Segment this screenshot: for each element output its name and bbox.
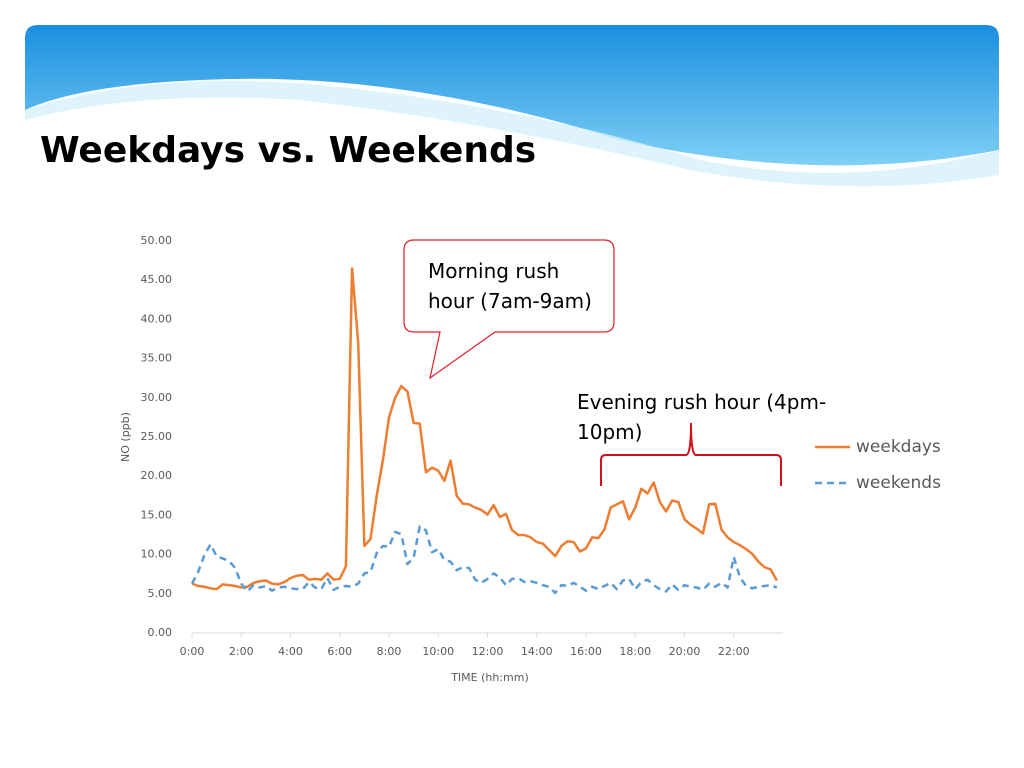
- evening-bracket: [600, 422, 782, 486]
- legend-label: weekends: [856, 473, 941, 493]
- y-tick-label: 45.00: [141, 273, 173, 286]
- legend-label: weekdays: [856, 437, 941, 457]
- x-axis-label: TIME (hh:mm): [450, 671, 529, 684]
- x-tick-label: 0:00: [180, 645, 205, 658]
- x-tick-label: 22:00: [718, 645, 750, 658]
- y-tick-label: 25.00: [141, 430, 173, 443]
- morning-annotation: Morning rush hour (7am-9am): [428, 259, 592, 313]
- y-tick-label: 5.00: [148, 587, 173, 600]
- y-tick-label: 0.00: [148, 626, 173, 639]
- y-tick-label: 10.00: [141, 548, 173, 561]
- y-tick-label: 20.00: [141, 469, 173, 482]
- x-tick-label: 18:00: [619, 645, 651, 658]
- x-tick-label: 14:00: [521, 645, 553, 658]
- x-tick-label: 10:00: [422, 645, 454, 658]
- x-tick-label: 4:00: [278, 645, 303, 658]
- header-banner: [25, 25, 999, 187]
- series-line: [190, 525, 778, 595]
- y-tick-label: 40.00: [141, 312, 173, 325]
- x-tick-label: 6:00: [327, 645, 352, 658]
- y-tick-label: 50.00: [141, 234, 173, 247]
- evening-annotation: Evening rush hour (4pm-10pm): [577, 390, 827, 444]
- y-tick-label: 15.00: [141, 508, 173, 521]
- x-tick-label: 16:00: [570, 645, 602, 658]
- series-line: [191, 267, 778, 591]
- morning-callout: [403, 239, 615, 380]
- x-tick-label: 20:00: [669, 645, 701, 658]
- y-tick-label: 30.00: [141, 391, 173, 404]
- x-tick-label: 8:00: [377, 645, 402, 658]
- x-tick-label: 12:00: [472, 645, 504, 658]
- y-tick-label: 35.00: [141, 352, 173, 365]
- x-tick-label: 2:00: [229, 645, 254, 658]
- y-axis-label: NO (ppb): [119, 412, 132, 462]
- slide-title: Weekdays vs. Weekends: [40, 130, 536, 171]
